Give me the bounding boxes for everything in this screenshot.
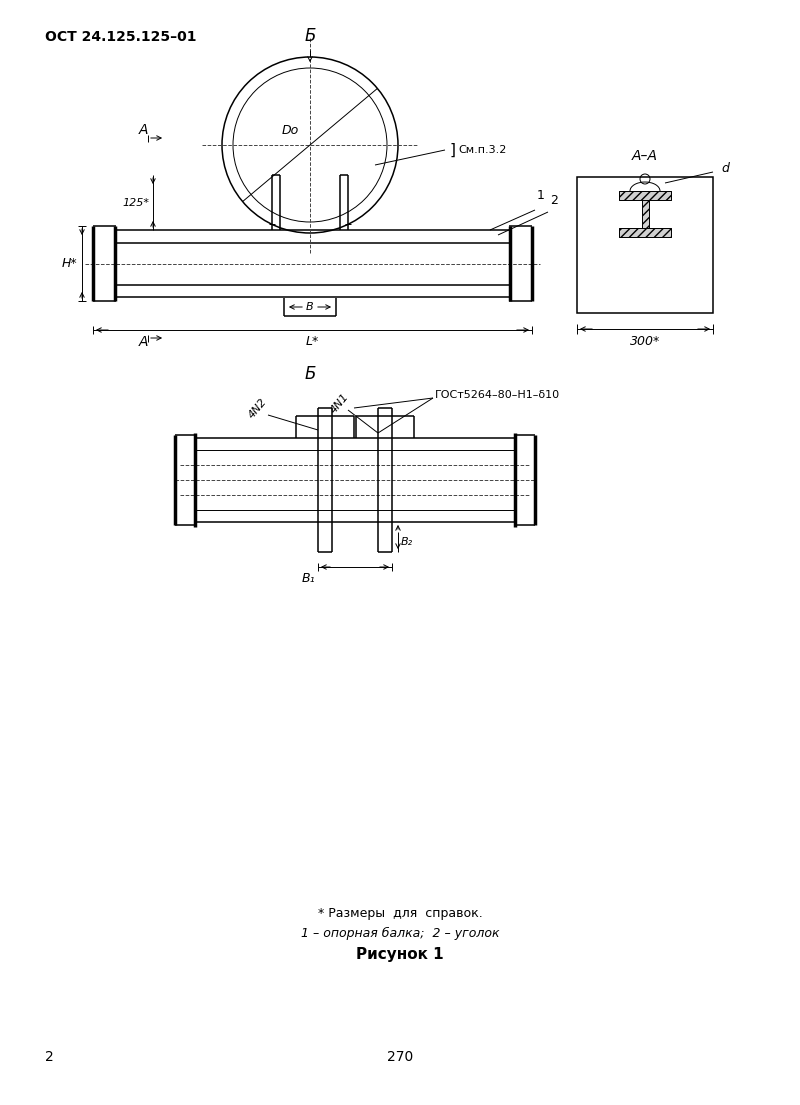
Bar [642,200,649,228]
Text: ГОСт5264–80–Н1–δ10: ГОСт5264–80–Н1–δ10 [435,390,560,400]
Bar [619,191,671,200]
Text: ]: ] [450,143,456,158]
Bar [577,177,713,313]
Text: 1 – опорная балка;  2 – уголок: 1 – опорная балка; 2 – уголок [301,926,499,939]
Text: L*: L* [306,335,319,348]
Text: Б: Б [304,365,316,383]
Text: Рисунок 1: Рисунок 1 [356,947,444,962]
Text: 270: 270 [387,1050,413,1064]
Text: H*: H* [62,257,77,270]
Text: А: А [138,123,148,137]
Bar [619,191,671,200]
Text: B₁: B₁ [302,572,315,585]
Text: 125*: 125* [122,198,149,208]
Text: А–А: А–А [632,149,658,164]
Text: Do: Do [282,124,298,137]
Text: d: d [721,162,729,176]
Text: 1: 1 [537,189,545,202]
Text: * Размеры  для  справок.: * Размеры для справок. [318,906,482,919]
Bar [619,228,671,236]
Text: ОСТ 24.125.125–01: ОСТ 24.125.125–01 [45,30,197,44]
Text: 2: 2 [45,1050,54,1064]
Text: Б: Б [304,27,316,45]
Bar [642,200,649,228]
Text: 4N1: 4N1 [329,391,351,414]
Text: См.п.3.2: См.п.3.2 [458,145,506,155]
Text: 2: 2 [550,194,558,207]
Text: B₂: B₂ [401,537,413,547]
Bar [619,228,671,236]
Text: 300*: 300* [630,335,660,348]
Text: 4N2: 4N2 [247,396,269,420]
Text: B: B [306,302,314,312]
Text: А: А [138,335,148,349]
